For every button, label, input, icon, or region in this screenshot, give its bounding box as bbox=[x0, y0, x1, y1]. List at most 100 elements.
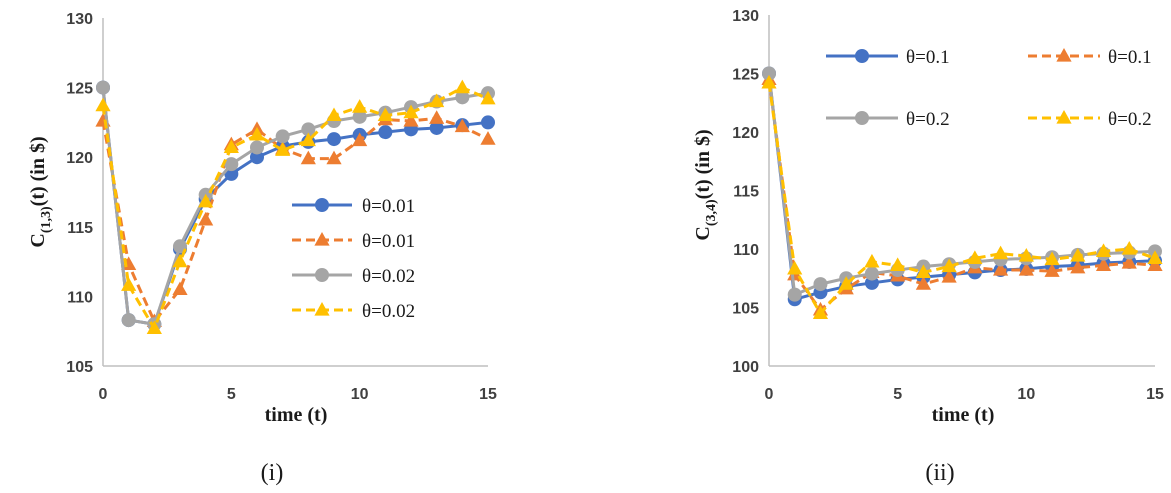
data-point bbox=[327, 132, 341, 147]
y-tick-label: 125 bbox=[732, 67, 759, 84]
y-tick-label: 120 bbox=[66, 150, 93, 167]
series-line bbox=[101, 87, 489, 326]
data-point bbox=[352, 99, 368, 113]
data-point bbox=[223, 139, 239, 154]
data-point bbox=[967, 250, 983, 264]
data-point bbox=[915, 264, 931, 278]
legend-marker bbox=[315, 198, 329, 212]
data-point bbox=[198, 193, 214, 208]
chart-panel-ii: 100 105 110 115 120 125 130 0 5 10 15 C(3,4)(t) (… bbox=[692, 8, 1164, 486]
data-point bbox=[941, 269, 957, 283]
data-point bbox=[275, 129, 290, 144]
y-tick-label: 130 bbox=[66, 11, 93, 28]
x-axis-label: time (t) bbox=[932, 404, 995, 426]
data-point bbox=[249, 126, 265, 141]
y-axis-label: C(3,4)(t) (in $) bbox=[692, 129, 719, 240]
data-point bbox=[454, 118, 470, 133]
data-point bbox=[326, 107, 342, 122]
y-tick-labels: 100 105 110 115 120 125 130 bbox=[732, 8, 759, 376]
data-point bbox=[1070, 259, 1086, 274]
x-axis-label: time (t) bbox=[265, 404, 328, 426]
y-tick-labels: 105 110 115 120 125 130 bbox=[66, 11, 93, 376]
data-point bbox=[172, 253, 188, 268]
x-tick-labels: 0 5 10 15 bbox=[99, 386, 497, 403]
y-tick-label: 100 bbox=[732, 359, 759, 376]
y-label-subscript: (3,4) bbox=[704, 199, 719, 226]
y-tick-label: 105 bbox=[66, 359, 93, 376]
data-point bbox=[403, 104, 419, 119]
data-point bbox=[352, 109, 367, 124]
series-4 bbox=[761, 74, 1163, 319]
data-point bbox=[993, 262, 1009, 276]
axes bbox=[768, 15, 1155, 367]
series-line bbox=[101, 116, 489, 323]
chart-panel-i: 105 110 115 120 125 130 0 5 10 15 C(1,3)(t) (in … bbox=[27, 11, 497, 486]
data-point bbox=[96, 80, 110, 95]
data-point bbox=[250, 140, 264, 155]
legend-marker bbox=[855, 49, 869, 63]
y-tick-label: 110 bbox=[733, 242, 759, 259]
data-point bbox=[480, 131, 496, 145]
data-point bbox=[993, 245, 1009, 260]
legend-marker bbox=[1056, 110, 1072, 124]
legend-item: θ=0.02 bbox=[292, 266, 415, 287]
legend-marker bbox=[1056, 48, 1072, 62]
x-tick-label: 0 bbox=[99, 386, 108, 403]
series-4 bbox=[95, 79, 496, 335]
data-point bbox=[1095, 257, 1112, 271]
panel-caption: (ii) bbox=[925, 460, 954, 486]
x-tick-labels: 0 5 10 15 bbox=[765, 386, 1164, 403]
y-tick-label: 120 bbox=[732, 125, 759, 142]
data-point bbox=[455, 90, 470, 105]
legend-item: θ=0.01 bbox=[292, 196, 415, 217]
data-point bbox=[121, 313, 136, 328]
data-point bbox=[275, 142, 291, 156]
data-point bbox=[1070, 248, 1086, 262]
data-point bbox=[1147, 250, 1163, 264]
data-point bbox=[1018, 248, 1034, 262]
y-label-base: C bbox=[27, 233, 49, 247]
legend-label: θ=0.01 bbox=[362, 231, 415, 252]
legend-label: θ=0.1 bbox=[906, 47, 950, 68]
y-label-rest: (t) (in $) bbox=[692, 129, 714, 199]
legend-label: θ=0.1 bbox=[1108, 47, 1152, 68]
data-point bbox=[787, 287, 802, 302]
data-point bbox=[301, 122, 316, 137]
legend-label: θ=0.2 bbox=[1108, 109, 1152, 130]
legend-item: θ=0.1 bbox=[826, 47, 950, 68]
x-tick-label: 10 bbox=[351, 386, 369, 403]
data-point bbox=[813, 277, 828, 292]
data-point bbox=[326, 150, 342, 165]
data-point bbox=[481, 115, 495, 130]
data-point bbox=[403, 113, 419, 127]
x-tick-label: 15 bbox=[479, 386, 497, 403]
x-tick-label: 0 bbox=[765, 386, 774, 403]
data-point bbox=[429, 120, 444, 135]
series-line bbox=[767, 79, 1156, 312]
data-point bbox=[1044, 251, 1060, 266]
data-point bbox=[480, 90, 496, 105]
data-point bbox=[300, 150, 316, 165]
data-point bbox=[378, 125, 393, 140]
data-point bbox=[352, 132, 368, 147]
data-point bbox=[429, 93, 445, 108]
axes bbox=[102, 18, 488, 367]
data-point bbox=[1147, 257, 1163, 271]
x-tick-label: 15 bbox=[1146, 386, 1164, 403]
y-tick-label: 115 bbox=[67, 220, 93, 237]
data-point bbox=[377, 107, 393, 122]
legend-item: θ=0.1 bbox=[1028, 47, 1152, 68]
data-point bbox=[761, 74, 777, 89]
legend-label: θ=0.02 bbox=[362, 266, 415, 287]
legend-marker bbox=[314, 232, 330, 246]
data-point bbox=[95, 97, 111, 112]
legend-item: θ=0.01 bbox=[292, 231, 415, 252]
data-point bbox=[1044, 263, 1060, 277]
data-point bbox=[1121, 241, 1137, 255]
y-tick-label: 130 bbox=[732, 8, 759, 25]
data-point bbox=[787, 260, 803, 275]
data-point bbox=[454, 79, 470, 94]
y-axis-label: C(1,3)(t) (in $) bbox=[27, 136, 54, 247]
data-point bbox=[146, 320, 162, 335]
